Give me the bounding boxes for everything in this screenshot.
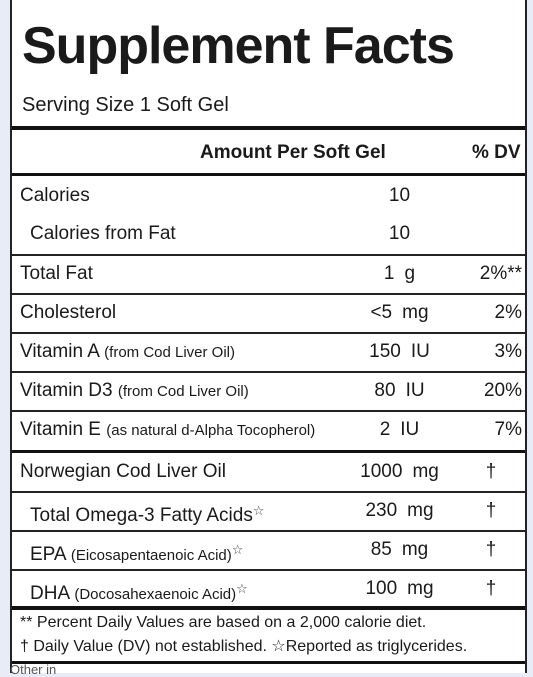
nutrient-name: Calories from Fat: [30, 223, 176, 244]
nutrient-amount: 1000 mg: [360, 461, 439, 482]
nutrient-row-omega-3: Total Omega-3 Fatty Acids☆ 230 mg †: [12, 492, 525, 530]
nutrient-name: Calories: [20, 185, 90, 206]
nutrient-row-dha: DHA (Docosahexaenoic Acid)☆ 100 mg †: [12, 570, 525, 608]
nutrient-row-vitamin-a: Vitamin A (from Cod Liver Oil) 150 IU 3%: [12, 333, 525, 371]
nutrient-amount: 85 mg: [370, 539, 429, 560]
divider-thick: [12, 126, 525, 130]
star-icon: ☆: [236, 581, 248, 596]
nutrient-name: Cholesterol: [20, 302, 117, 323]
nutrient-name: Total Fat: [20, 263, 93, 284]
nutrient-name: EPA (Eicosapentaenoic Acid)☆: [30, 542, 244, 565]
nutrient-amount: 2 IU: [379, 419, 420, 440]
nutrient-name: Vitamin A (from Cod Liver Oil): [20, 341, 236, 362]
divider: [12, 254, 525, 256]
nutrient-row-epa: EPA (Eicosapentaenoic Acid)☆ 85 mg †: [12, 531, 525, 569]
header-amount: Amount Per Soft Gel: [200, 142, 386, 163]
divider: [12, 332, 525, 334]
divider: [12, 293, 525, 295]
nutrient-amount: 150 IU: [369, 341, 430, 362]
nutrient-name: DHA (Docosahexaenoic Acid)☆: [30, 581, 248, 604]
divider-bottom: [12, 661, 525, 664]
divider-thick: [12, 450, 525, 453]
nutrient-dv: 7%: [494, 419, 522, 440]
nutrient-dv: †: [485, 500, 497, 521]
nutrient-dv: 3%: [494, 341, 522, 362]
divider: [12, 491, 525, 493]
footnote-not-established: † Daily Value (DV) not established. ☆Rep…: [20, 638, 468, 655]
nutrient-amount: 230 mg: [365, 500, 434, 521]
nutrient-amount: 10: [388, 185, 411, 206]
nutrient-dv: †: [485, 539, 497, 560]
nutrient-amount: 100 mg: [365, 578, 434, 599]
supplement-facts-panel: Supplement Facts Serving Size 1 Soft Gel…: [10, 0, 527, 673]
nutrient-name: Total Omega-3 Fatty Acids☆: [30, 503, 265, 526]
nutrient-dv: 2%**: [479, 263, 522, 284]
nutrient-name: Vitamin E (as natural d-Alpha Tocopherol…: [20, 419, 316, 440]
divider: [12, 530, 525, 532]
footnote-dv: ** Percent Daily Values are based on a 2…: [20, 614, 427, 631]
nutrient-dv: 20%: [483, 380, 522, 401]
divider-thick: [12, 606, 525, 610]
divider: [12, 371, 525, 373]
nutrient-row-cholesterol: Cholesterol <5 mg 2%: [12, 294, 525, 332]
nutrient-row-calories-from-fat: Calories from Fat 10: [12, 215, 525, 253]
nutrient-row-calories: Calories 10: [12, 177, 525, 215]
nutrient-row-vitamin-e: Vitamin E (as natural d-Alpha Tocopherol…: [12, 411, 525, 449]
nutrient-dv: †: [485, 578, 497, 599]
cut-off-text: Other in: [10, 662, 57, 677]
serving-size: Serving Size 1 Soft Gel: [22, 94, 229, 116]
divider: [12, 569, 525, 571]
star-icon: ☆: [252, 503, 265, 518]
divider: [12, 410, 525, 412]
nutrient-amount: 10: [388, 223, 411, 244]
nutrient-name: Norwegian Cod Liver Oil: [20, 461, 226, 482]
nutrient-amount: <5 mg: [370, 302, 429, 323]
nutrient-row-vitamin-d3: Vitamin D3 (from Cod Liver Oil) 80 IU 20%: [12, 372, 525, 410]
nutrient-dv: 2%: [494, 302, 522, 323]
header-dv: % DV: [472, 142, 521, 163]
nutrient-amount: 80 IU: [374, 380, 425, 401]
label-title: Supplement Facts: [22, 17, 455, 75]
nutrient-dv: †: [485, 461, 497, 482]
nutrient-name: Vitamin D3 (from Cod Liver Oil): [20, 380, 249, 401]
divider-header: [12, 173, 525, 176]
nutrient-row-cod-liver-oil: Norwegian Cod Liver Oil 1000 mg †: [12, 453, 525, 491]
star-icon: ☆: [231, 542, 244, 557]
